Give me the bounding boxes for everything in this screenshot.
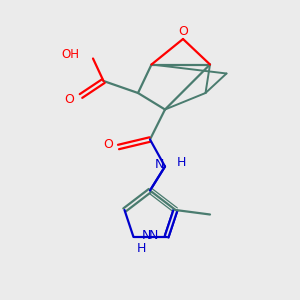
Text: N: N	[142, 229, 151, 242]
Text: O: O	[103, 137, 113, 151]
Text: O: O	[64, 93, 74, 106]
Text: N: N	[149, 229, 158, 242]
Text: H: H	[177, 156, 186, 170]
Text: O: O	[178, 25, 188, 38]
Text: N: N	[155, 158, 164, 171]
Text: H: H	[137, 242, 147, 256]
Text: OH: OH	[61, 47, 80, 61]
